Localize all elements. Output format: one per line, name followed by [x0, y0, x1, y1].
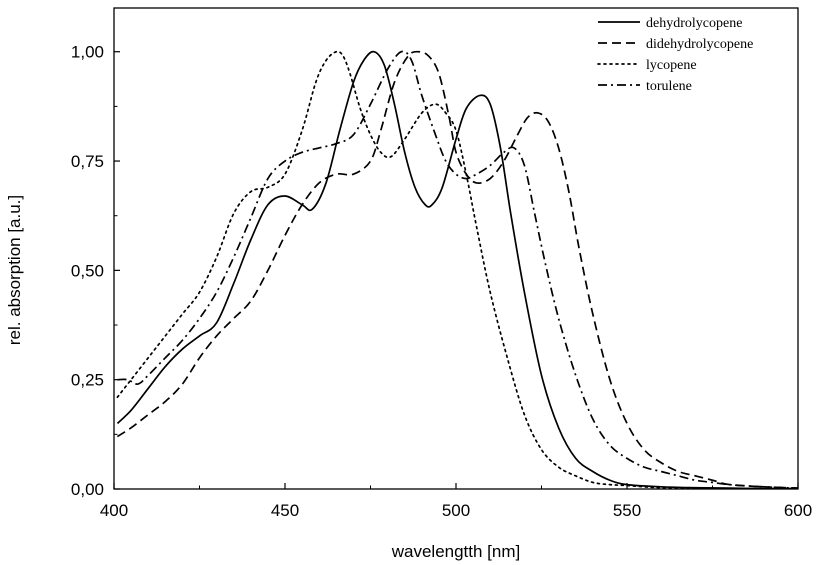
- x-tick-label: 500: [442, 501, 470, 520]
- x-tick-label: 600: [784, 501, 812, 520]
- y-tick-label: 0,50: [71, 261, 104, 280]
- series-layer: [116, 50, 799, 490]
- legend-label-torulene: torulene: [646, 79, 692, 94]
- series-line-torulene: [117, 50, 799, 489]
- series-line-lycopene: [116, 50, 799, 490]
- legend: dehydrolycopene didehydrolycopene lycopene…: [597, 16, 753, 94]
- y-tick-label: 1,00: [71, 43, 104, 62]
- x-tick-label: 400: [100, 501, 128, 520]
- series-line-dehydrolycopene: [116, 50, 799, 490]
- axis-ticks: 400 450 500 550 600 0,00 0,25 0,50 0,75 1,00: [71, 43, 812, 520]
- y-tick-label: 0,75: [71, 152, 104, 171]
- y-tick-label: 0,00: [71, 480, 104, 499]
- x-axis-title: wavelengtth [nm]: [391, 542, 521, 561]
- series-line-didehydrolycopene: [116, 50, 799, 489]
- plot-frame: [113, 7, 799, 490]
- y-axis-title: rel. absorption [a.u.]: [5, 195, 24, 345]
- legend-label-dehydrolycopene: dehydrolycopene: [646, 16, 742, 31]
- legend-label-didehydrolycopene: didehydrolycopene: [646, 37, 753, 52]
- x-tick-label: 450: [271, 501, 299, 520]
- legend-label-lycopene: lycopene: [646, 58, 697, 73]
- x-tick-label: 550: [613, 501, 641, 520]
- y-tick-label: 0,25: [71, 371, 104, 390]
